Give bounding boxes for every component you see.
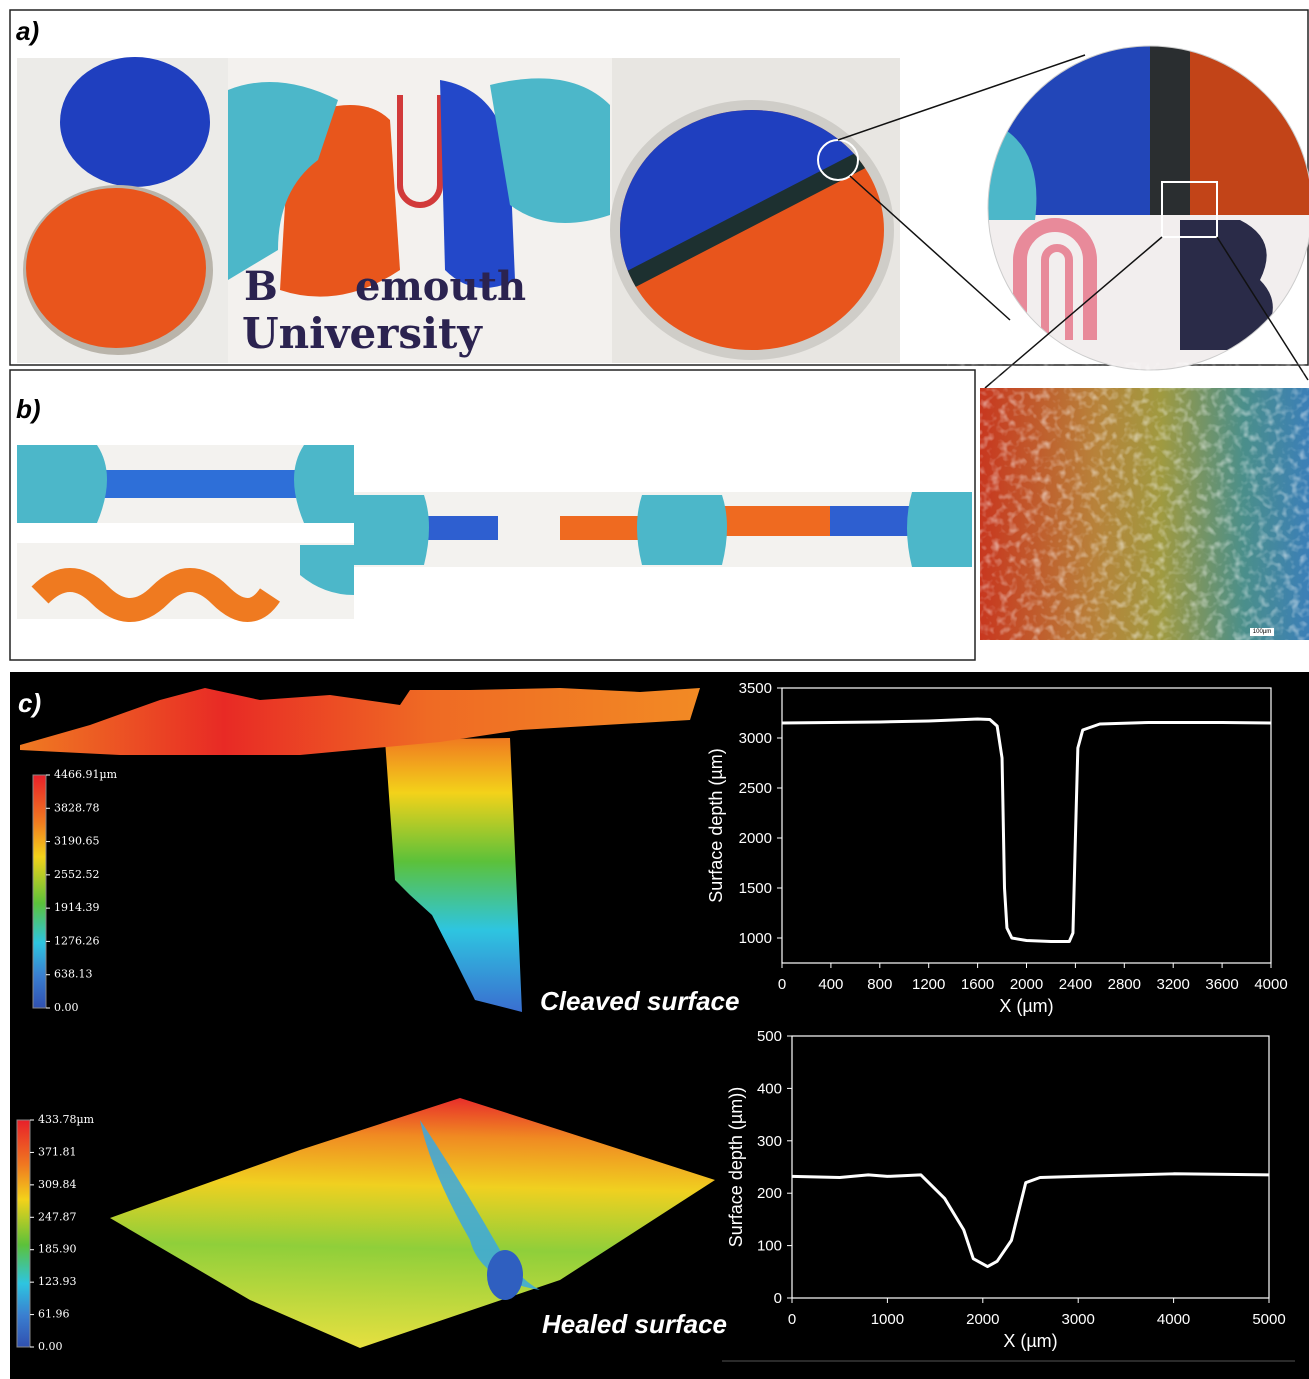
photo-text: B — [244, 263, 278, 310]
x-tick-label: 1200 — [912, 976, 945, 993]
colorbar-label: 247.87 — [38, 1210, 77, 1223]
colorbar-label: 1276.26 — [54, 934, 100, 947]
figure: a) B emouth University 100µm b) — [0, 0, 1309, 1379]
photo-discs — [17, 57, 228, 363]
x-tick-label: 400 — [818, 976, 843, 993]
colorbar-label: 185.90 — [38, 1243, 77, 1256]
caption: Healed surface — [542, 1309, 727, 1339]
photo-strips — [17, 445, 972, 619]
x-tick-label: 800 — [867, 976, 892, 993]
x-tick-label: 3000 — [1062, 1311, 1095, 1328]
x-tick-label: 4000 — [1157, 1311, 1190, 1328]
colorbar — [17, 1120, 30, 1347]
y-axis-label: Surface depth (µm)) — [726, 1087, 746, 1247]
colorbar-label: 0.00 — [38, 1340, 63, 1353]
y-tick-label: 1000 — [739, 930, 772, 947]
photo-halves: B emouth University — [228, 58, 612, 363]
colorbar-label: 0.00 — [54, 1001, 79, 1014]
photo-text: emouth — [355, 263, 526, 310]
y-tick-label: 2000 — [739, 830, 772, 847]
x-tick-label: 4000 — [1254, 976, 1287, 993]
x-tick-label: 2800 — [1108, 976, 1141, 993]
x-tick-label: 3200 — [1157, 976, 1190, 993]
caption: Cleaved surface — [540, 986, 739, 1016]
y-tick-label: 1500 — [739, 880, 772, 897]
colorbar-label: 3828.78 — [54, 801, 100, 814]
x-tick-label: 2400 — [1059, 976, 1092, 993]
y-tick-label: 200 — [757, 1185, 782, 1202]
x-tick-label: 3600 — [1205, 976, 1238, 993]
x-tick-label: 2000 — [966, 1311, 999, 1328]
y-tick-label: 2500 — [739, 780, 772, 797]
colorbar-label: 61.96 — [38, 1308, 70, 1321]
x-axis-label: X (µm) — [1003, 1331, 1057, 1351]
colorbar-label: 3190.65 — [54, 835, 100, 848]
y-tick-label: 3000 — [739, 730, 772, 747]
colorbar-label: 2552.52 — [54, 868, 100, 881]
x-tick-label: 0 — [788, 1311, 796, 1328]
colorbar-label: 433.78µm — [38, 1113, 95, 1126]
x-tick-label: 1000 — [871, 1311, 904, 1328]
photo-petri — [600, 58, 900, 380]
colorbar-label: 371.81 — [38, 1145, 77, 1158]
y-tick-label: 3500 — [739, 680, 772, 697]
y-axis-label: Surface depth (µm) — [706, 748, 726, 902]
x-axis-label: X (µm) — [999, 996, 1053, 1016]
x-tick-label: 2000 — [1010, 976, 1043, 993]
panel-label: a) — [16, 16, 39, 46]
colorbar-label: 4466.91µm — [54, 768, 118, 781]
colorbar-label: 309.84 — [38, 1178, 77, 1191]
x-tick-label: 5000 — [1252, 1311, 1285, 1328]
y-tick-label: 100 — [757, 1238, 782, 1255]
panel-label: c) — [18, 688, 41, 718]
y-tick-label: 0 — [774, 1290, 782, 1307]
scale-label: 100µm — [1253, 629, 1271, 635]
y-tick-label: 400 — [757, 1080, 782, 1097]
colorbar-label: 638.13 — [54, 968, 93, 981]
photo-text: University — [242, 309, 483, 358]
x-tick-label: 0 — [778, 976, 786, 993]
y-tick-label: 500 — [757, 1028, 782, 1045]
zoom-circle — [985, 45, 1309, 375]
colorbar — [33, 775, 46, 1008]
x-tick-label: 1600 — [961, 976, 994, 993]
y-tick-label: 300 — [757, 1133, 782, 1150]
colorbar-label: 1914.39 — [54, 901, 100, 914]
micrograph: 100µm — [980, 388, 1309, 640]
colorbar-label: 123.93 — [38, 1275, 77, 1288]
panel-label: b) — [16, 394, 41, 424]
